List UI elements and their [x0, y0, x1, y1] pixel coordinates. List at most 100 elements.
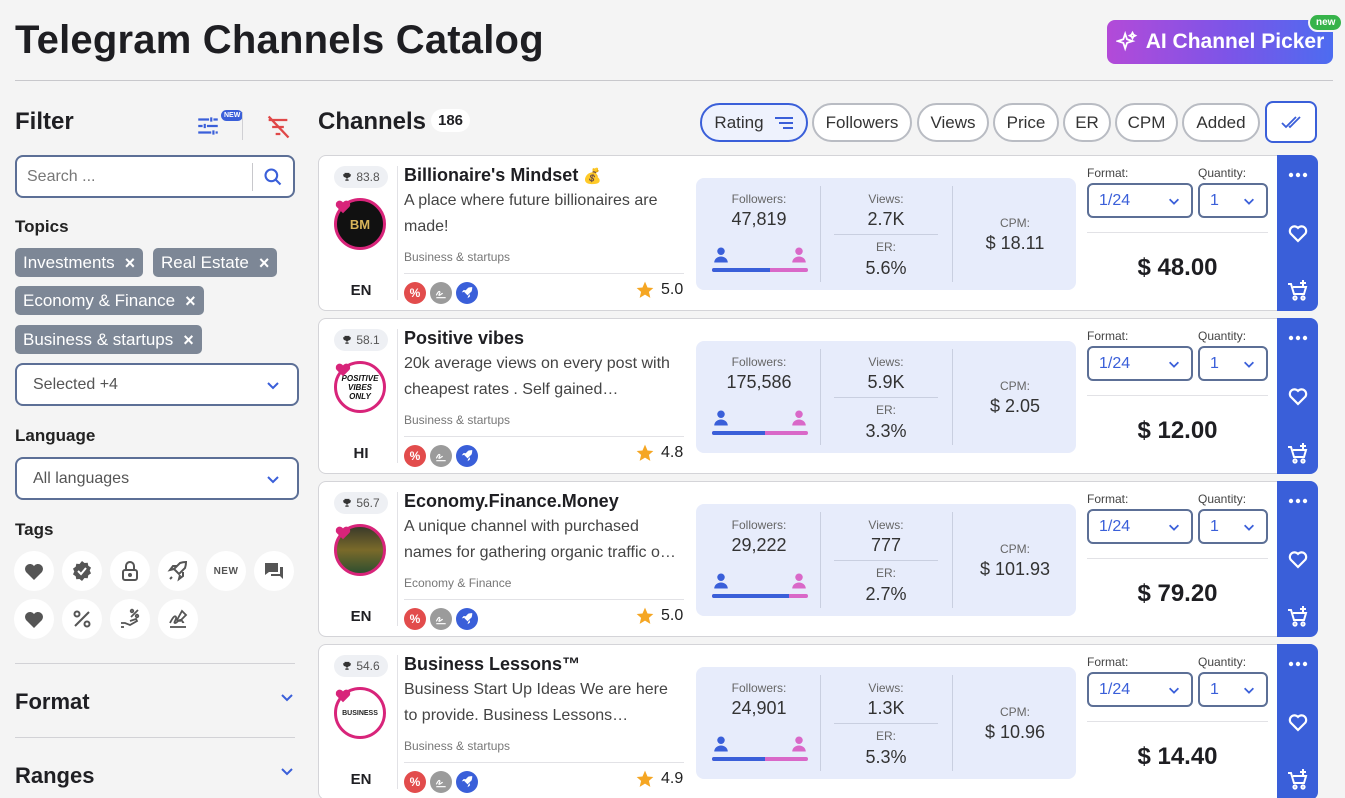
format-select[interactable]: 1/24	[1087, 509, 1193, 544]
add-to-cart-icon	[1287, 769, 1307, 790]
cpm-label: CPM:	[1000, 379, 1030, 393]
remove-icon[interactable]: ×	[124, 252, 136, 273]
select-all-button[interactable]	[1265, 101, 1317, 143]
avatar-text: BM	[349, 216, 371, 232]
topic-chip-label: Real Estate	[161, 252, 249, 272]
stats-divider	[820, 675, 821, 771]
clear-filter-icon[interactable]	[264, 113, 292, 141]
heart-badge-icon	[335, 200, 351, 214]
sort-label: Price	[1006, 112, 1046, 132]
ai-channel-picker-button[interactable]: AI Channel Picker	[1107, 20, 1333, 64]
male-icon	[714, 736, 728, 752]
quantity-select[interactable]: 1	[1198, 509, 1268, 544]
channel-card[interactable]: 83.8 BM EN Billionaire's Mindset 💰 A pla…	[318, 155, 1318, 311]
favorite-button[interactable]	[1277, 215, 1318, 251]
favorite-button[interactable]	[1277, 704, 1318, 740]
search-input[interactable]	[17, 167, 253, 186]
channel-card[interactable]: 54.6 BUSINESS EN Business Lessons™ Busin…	[318, 644, 1318, 798]
channel-stars: 4.9	[635, 769, 683, 789]
channel-avatar[interactable]: BM	[334, 198, 386, 250]
chat-tag-button[interactable]	[254, 551, 294, 591]
gender-bar	[712, 594, 808, 598]
er-label: ER:	[875, 240, 896, 254]
sort-price-button[interactable]: Price	[993, 103, 1059, 142]
sort-followers-button[interactable]: Followers	[812, 103, 912, 142]
topic-chip[interactable]: Investments ×	[15, 248, 144, 277]
quantity-select[interactable]: 1	[1198, 183, 1268, 218]
quantity-value: 1	[1210, 517, 1219, 535]
stats-divider	[820, 186, 821, 282]
sort-views-button[interactable]: Views	[917, 103, 989, 142]
trophy-icon	[343, 498, 352, 507]
topic-chip[interactable]: Business & startups ×	[15, 325, 202, 354]
more-button[interactable]	[1277, 646, 1318, 682]
favorite-button[interactable]	[1277, 541, 1318, 577]
topics-select[interactable]: Selected +4	[15, 363, 299, 406]
ai-new-badge: new	[1308, 13, 1344, 32]
topic-chip[interactable]: Economy & Finance ×	[15, 286, 204, 315]
sidebar-divider	[15, 663, 295, 664]
sort-added-button[interactable]: Added	[1182, 103, 1260, 142]
rocket-tag-button[interactable]	[158, 551, 198, 591]
remove-icon[interactable]: ×	[183, 329, 194, 350]
add-to-cart-icon	[1287, 280, 1307, 301]
sort-cpm-button[interactable]: CPM	[1115, 103, 1178, 142]
verified-tag-button[interactable]	[62, 551, 102, 591]
percent-tag-button[interactable]	[62, 599, 102, 639]
signature-icon	[435, 779, 446, 788]
ranges-accordion-title[interactable]: Ranges	[15, 763, 95, 788]
chevron-down-icon[interactable]	[279, 763, 295, 779]
more-icon	[1288, 335, 1307, 341]
hand-percent-tag-button[interactable]	[110, 599, 150, 639]
channel-card[interactable]: 58.1 POSITIVE VIBES ONLY HI Positive vib…	[318, 318, 1318, 474]
format-accordion-title[interactable]: Format	[15, 689, 90, 714]
favorite-button[interactable]	[1277, 378, 1318, 414]
more-button[interactable]	[1277, 157, 1318, 193]
more-button[interactable]	[1277, 320, 1318, 356]
quantity-select[interactable]: 1	[1198, 672, 1268, 707]
channel-name[interactable]: Billionaire's Mindset 💰	[404, 165, 602, 186]
chevron-down-icon[interactable]	[279, 689, 295, 705]
signature-tag-button[interactable]	[158, 599, 198, 639]
format-select[interactable]: 1/24	[1087, 346, 1193, 381]
add-to-cart-button[interactable]	[1277, 436, 1318, 472]
favorite-icon	[1288, 388, 1307, 406]
signature-icon-badge	[430, 608, 452, 630]
new-tag-label: NEW	[213, 565, 239, 577]
quantity-select[interactable]: 1	[1198, 346, 1268, 381]
add-to-cart-button[interactable]	[1277, 599, 1318, 635]
followers-value: 175,586	[726, 372, 792, 392]
discount-icon: %	[404, 445, 426, 467]
channel-avatar[interactable]	[334, 524, 386, 576]
channel-name[interactable]: Positive vibes	[404, 328, 524, 349]
cpm-value: $ 2.05	[989, 396, 1041, 416]
rocket-icon	[167, 560, 188, 582]
topic-chip[interactable]: Real Estate ×	[153, 248, 278, 277]
card-divider	[404, 762, 684, 763]
remove-icon[interactable]: ×	[185, 290, 196, 311]
add-to-cart-button[interactable]	[1277, 762, 1318, 798]
sidebar-divider	[15, 737, 295, 738]
new-tag-button[interactable]: NEW	[206, 551, 246, 591]
more-button[interactable]	[1277, 483, 1318, 519]
search-icon[interactable]	[253, 167, 293, 187]
language-select[interactable]: All languages	[15, 457, 299, 500]
hand-percent-icon	[121, 608, 140, 628]
format-select[interactable]: 1/24	[1087, 672, 1193, 707]
star-icon	[636, 770, 654, 787]
sort-rating-button[interactable]: Rating	[700, 103, 808, 142]
stats-divider	[820, 512, 821, 608]
sort-er-button[interactable]: ER	[1063, 103, 1111, 142]
heart-filled-tag-button[interactable]	[14, 599, 54, 639]
heart-tag-button[interactable]	[14, 551, 54, 591]
channel-description: 20k average views on every post with che…	[404, 355, 670, 398]
channel-name[interactable]: Economy.Finance.Money	[404, 491, 619, 512]
remove-icon[interactable]: ×	[258, 252, 270, 273]
lock-tag-button[interactable]	[110, 551, 150, 591]
channel-name[interactable]: Business Lessons™	[404, 654, 580, 675]
sliders-icon[interactable]	[195, 113, 221, 139]
channel-card[interactable]: 56.7 EN Economy.Finance.Money A unique c…	[318, 481, 1318, 637]
format-select[interactable]: 1/24	[1087, 183, 1193, 218]
add-to-cart-button[interactable]	[1277, 273, 1318, 309]
rocket-icon	[461, 287, 473, 299]
